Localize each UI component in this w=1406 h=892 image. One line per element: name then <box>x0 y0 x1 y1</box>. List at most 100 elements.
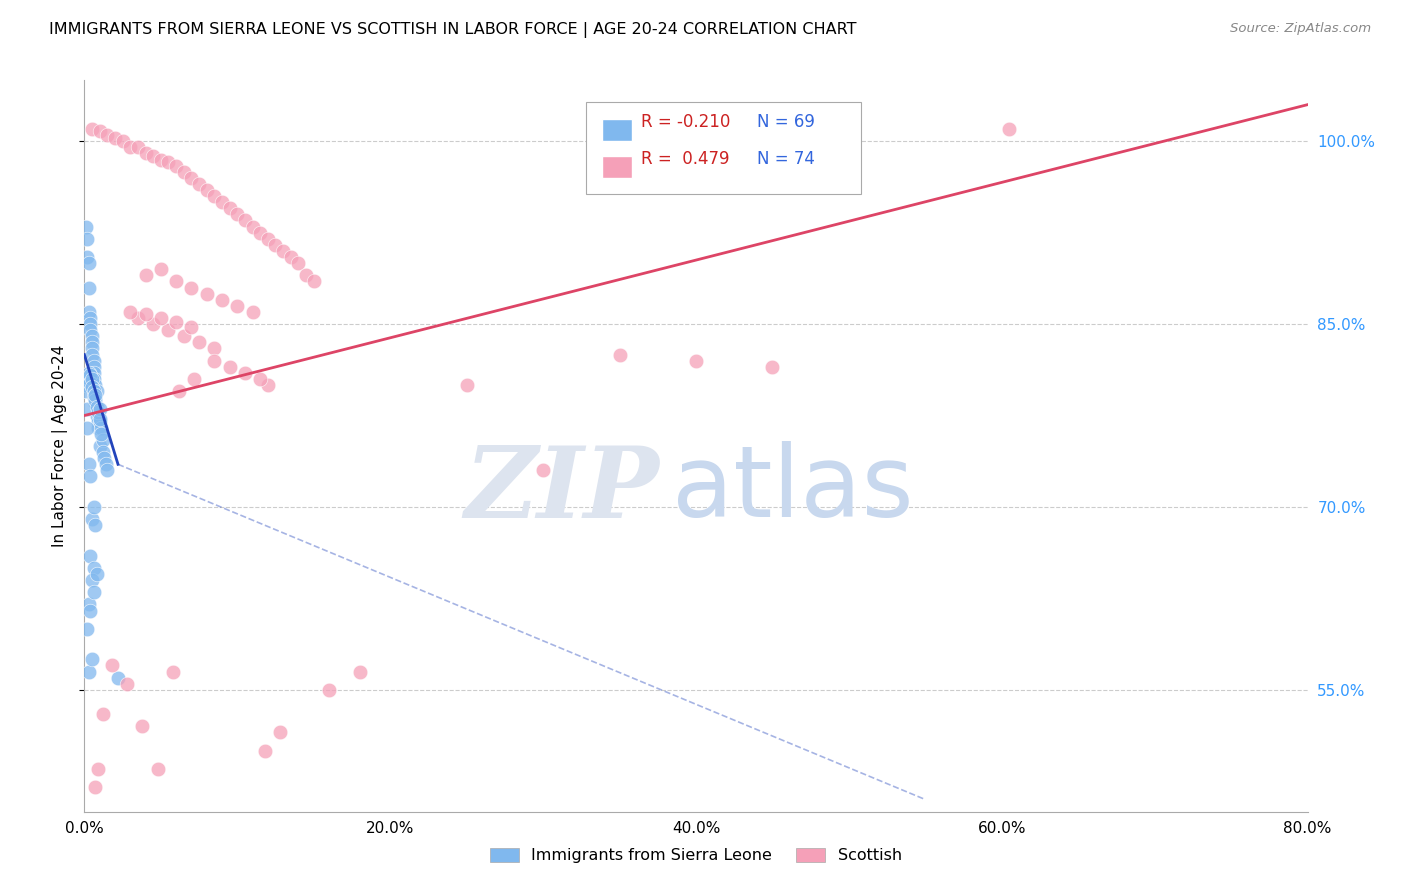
Point <box>93 451 115 466</box>
Point <box>149 262 172 277</box>
Point <box>87 405 110 419</box>
Point <box>77 366 100 380</box>
Point <box>120 140 142 154</box>
Point <box>80 652 103 666</box>
Point <box>86 384 108 399</box>
Point <box>135 146 157 161</box>
Point <box>253 744 276 758</box>
Point <box>84 388 107 402</box>
Point <box>84 392 107 407</box>
Point <box>242 305 264 319</box>
Point <box>218 202 240 216</box>
Point <box>173 329 195 343</box>
Point <box>84 378 107 392</box>
Point <box>79 310 101 325</box>
Point <box>188 177 211 191</box>
Point <box>257 378 280 392</box>
Point <box>188 335 211 350</box>
Point <box>83 585 105 599</box>
Point <box>94 458 117 472</box>
Point <box>295 268 318 283</box>
Point <box>83 384 105 399</box>
Point <box>202 189 225 203</box>
Point <box>115 677 138 691</box>
Point <box>75 219 97 234</box>
Point <box>761 359 783 374</box>
Point <box>87 415 110 429</box>
Text: ZIP: ZIP <box>464 442 659 538</box>
Point <box>233 213 256 227</box>
Point <box>84 390 107 404</box>
Point <box>127 310 149 325</box>
Point <box>91 707 114 722</box>
Point <box>127 140 149 154</box>
FancyBboxPatch shape <box>586 103 860 194</box>
Point <box>80 348 103 362</box>
Point <box>79 604 101 618</box>
Point <box>80 512 103 526</box>
Point <box>280 250 302 264</box>
Text: R =  0.479: R = 0.479 <box>641 150 730 168</box>
Point <box>77 280 100 294</box>
Point <box>86 402 108 417</box>
Point <box>79 549 101 563</box>
Point <box>80 335 103 350</box>
Point <box>79 368 101 383</box>
Point <box>80 573 103 587</box>
Point <box>302 275 325 289</box>
Text: N = 74: N = 74 <box>758 150 815 168</box>
Point <box>77 598 100 612</box>
Point <box>79 376 101 390</box>
Point <box>89 415 111 429</box>
Point <box>157 155 180 169</box>
Point <box>83 353 105 368</box>
Point <box>91 445 114 459</box>
Point <box>77 305 100 319</box>
Point <box>104 130 127 145</box>
Point <box>180 280 202 294</box>
Point <box>165 315 187 329</box>
Point <box>80 342 103 356</box>
Point <box>456 378 478 392</box>
Point <box>135 307 157 321</box>
Point <box>96 463 118 477</box>
Point <box>249 372 271 386</box>
Point <box>76 250 98 264</box>
Point <box>131 719 153 733</box>
Point <box>86 409 108 423</box>
Point <box>211 195 233 210</box>
Point <box>149 153 172 167</box>
Point <box>83 359 105 374</box>
Point <box>80 380 103 394</box>
Point <box>202 353 225 368</box>
Point <box>89 402 111 417</box>
Point <box>269 725 291 739</box>
Point <box>111 134 134 148</box>
Point <box>80 329 103 343</box>
Point <box>83 372 105 386</box>
Point <box>76 232 98 246</box>
Point <box>287 256 309 270</box>
Point <box>195 183 218 197</box>
Point <box>609 348 631 362</box>
Point <box>120 305 142 319</box>
Point <box>135 268 157 283</box>
Point <box>685 353 707 368</box>
Point <box>89 439 111 453</box>
Bar <box>602 155 633 178</box>
Point <box>75 384 97 399</box>
Point <box>233 366 256 380</box>
Point <box>249 226 271 240</box>
Point <box>76 421 98 435</box>
Point <box>998 122 1021 136</box>
Point <box>83 500 105 514</box>
Text: atlas: atlas <box>672 442 912 539</box>
Y-axis label: In Labor Force | Age 20-24: In Labor Force | Age 20-24 <box>52 345 69 547</box>
Point <box>83 561 105 575</box>
Point <box>77 665 100 679</box>
Point <box>77 458 100 472</box>
Point <box>89 124 111 138</box>
Point <box>83 366 105 380</box>
Point <box>80 372 103 386</box>
Point <box>96 128 118 143</box>
